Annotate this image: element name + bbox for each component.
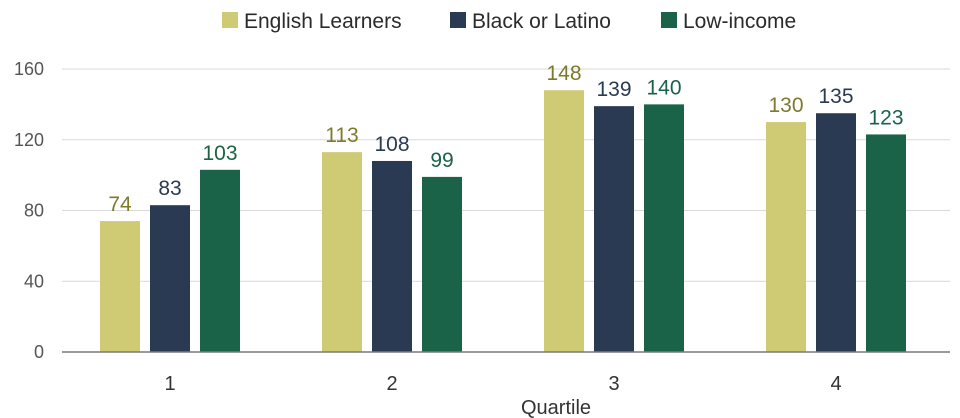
x-tick-label: 4 (830, 373, 841, 395)
legend-swatch (450, 12, 466, 28)
data-label: 83 (158, 177, 181, 200)
bar (200, 169, 240, 352)
bar (594, 106, 634, 352)
data-label: 103 (202, 142, 237, 165)
y-tick-label: 80 (24, 201, 44, 221)
y-axis-ticks: 0 40 80 120 160 (14, 59, 44, 362)
x-axis-ticks: 1 2 3 4 (164, 373, 841, 395)
x-tick-label: 2 (386, 373, 397, 395)
data-label: 99 (430, 149, 453, 172)
data-label: 130 (768, 94, 803, 117)
legend-label: English Learners (244, 10, 402, 33)
x-tick-label: 1 (164, 373, 175, 395)
data-label: 135 (818, 85, 853, 108)
data-label: 139 (596, 78, 631, 101)
y-tick-label: 0 (34, 342, 44, 362)
bar (150, 205, 190, 352)
bar (372, 160, 412, 352)
bar (766, 122, 806, 352)
legend-swatch (661, 12, 677, 28)
data-label: 108 (374, 133, 409, 156)
legend-label: Low-income (683, 10, 796, 33)
data-label: 74 (108, 193, 132, 216)
legend: English Learners Black or Latino Low-incom… (222, 10, 796, 33)
bar (816, 113, 856, 352)
bar (866, 134, 906, 352)
bars (100, 90, 906, 352)
legend-label: Black or Latino (472, 10, 611, 33)
bar (422, 176, 462, 352)
legend-swatch (222, 12, 238, 28)
y-tick-label: 120 (14, 130, 44, 150)
bar (544, 90, 584, 352)
bar (100, 221, 140, 352)
bar (644, 104, 684, 352)
x-axis-title: Quartile (521, 397, 591, 418)
y-tick-label: 160 (14, 59, 44, 79)
data-label: 140 (646, 76, 681, 99)
x-tick-label: 3 (608, 373, 619, 395)
value-labels: 74 83 103 113 108 99 148 139 140 130 135 123 (108, 62, 903, 216)
data-label: 148 (546, 62, 581, 85)
y-tick-label: 40 (24, 271, 44, 291)
bar (322, 152, 362, 352)
data-label: 123 (868, 106, 903, 129)
data-label: 113 (325, 124, 358, 147)
